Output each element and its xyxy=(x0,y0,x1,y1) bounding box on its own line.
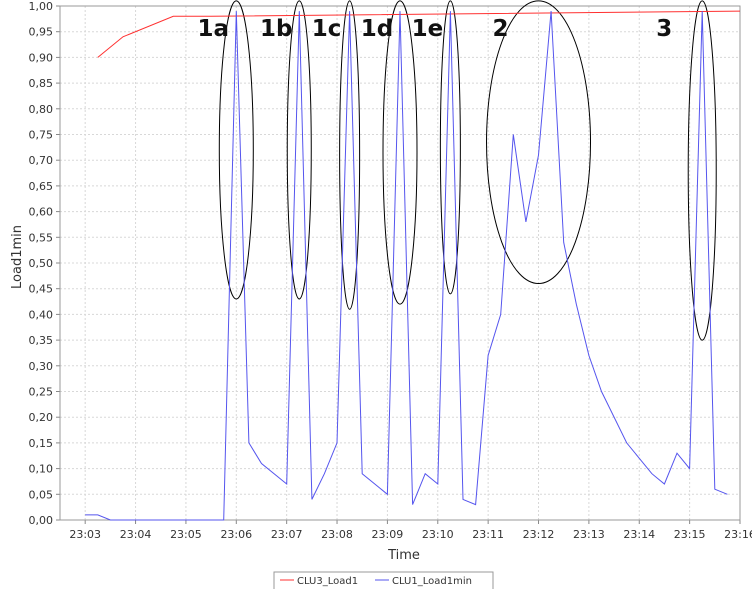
y-tick-label: 0,15 xyxy=(29,437,54,450)
y-tick-label: 0,00 xyxy=(29,514,54,527)
annotation-ellipse-1a xyxy=(218,0,254,300)
y-tick-label: 0,05 xyxy=(29,488,54,501)
x-tick-label: 23:04 xyxy=(120,528,152,541)
annotation-ellipse-1e xyxy=(439,0,461,295)
y-tick-label: 0,55 xyxy=(29,231,54,244)
y-tick-label: 0,90 xyxy=(29,51,54,64)
x-tick-label: 23:13 xyxy=(573,528,605,541)
annotation-label-1c: 1c xyxy=(312,16,342,42)
x-tick-label: 23:10 xyxy=(422,528,454,541)
annotation-ellipse-1b xyxy=(286,0,312,300)
x-tick-label: 23:12 xyxy=(523,528,555,541)
annotation-ellipse-2 xyxy=(486,0,592,285)
x-tick-label: 23:11 xyxy=(472,528,504,541)
y-tick-label: 1,00 xyxy=(29,0,54,13)
series-line-clu1-load1min xyxy=(85,11,728,521)
legend-label: CLU1_Load1min xyxy=(392,576,472,587)
annotation-label-1d: 1d xyxy=(361,16,393,42)
x-tick-label: 23:09 xyxy=(372,528,404,541)
x-tick-label: 23:06 xyxy=(220,528,252,541)
legend-box xyxy=(273,571,494,593)
annotation-ellipse-1c xyxy=(339,0,361,310)
annotation-ellipse-3 xyxy=(687,0,717,341)
x-tick-label: 23:08 xyxy=(321,528,353,541)
y-tick-label: 0,70 xyxy=(29,154,54,167)
y-tick-label: 0,95 xyxy=(29,26,54,39)
x-tick-label: 23:16 xyxy=(724,528,752,541)
y-tick-label: 0,25 xyxy=(29,386,54,399)
annotation-label-1a: 1a xyxy=(198,16,230,42)
y-tick-label: 0,75 xyxy=(29,129,54,142)
y-tick-label: 0,20 xyxy=(29,411,54,424)
y-tick-label: 0,35 xyxy=(29,334,54,347)
x-axis-title: Time xyxy=(387,548,420,563)
x-tick-label: 23:03 xyxy=(69,528,101,541)
y-tick-label: 0,45 xyxy=(29,283,54,296)
y-tick-label: 0,50 xyxy=(29,257,54,270)
plot-frame xyxy=(59,5,741,521)
y-tick-label: 0,40 xyxy=(29,308,54,321)
annotation-label-3: 3 xyxy=(656,16,672,42)
y-axis-title: Load1min xyxy=(10,225,25,289)
y-tick-label: 0,10 xyxy=(29,463,54,476)
annotation-label-1b: 1b xyxy=(260,16,292,42)
x-tick-label: 23:07 xyxy=(271,528,303,541)
y-tick-label: 0,65 xyxy=(29,180,54,193)
y-tick-label: 0,30 xyxy=(29,360,54,373)
annotation-label-2: 2 xyxy=(493,16,509,42)
series-line-clu3-load1 xyxy=(97,10,741,58)
x-tick-label: 23:15 xyxy=(674,528,706,541)
y-tick-label: 0,60 xyxy=(29,206,54,219)
x-tick-label: 23:14 xyxy=(623,528,655,541)
legend-label: CLU3_Load1 xyxy=(297,576,358,587)
y-tick-label: 0,85 xyxy=(29,77,54,90)
x-tick-label: 23:05 xyxy=(170,528,202,541)
y-tick-label: 0,80 xyxy=(29,103,54,116)
annotation-label-1e: 1e xyxy=(412,16,444,42)
annotation-ellipse-1d xyxy=(382,0,418,305)
